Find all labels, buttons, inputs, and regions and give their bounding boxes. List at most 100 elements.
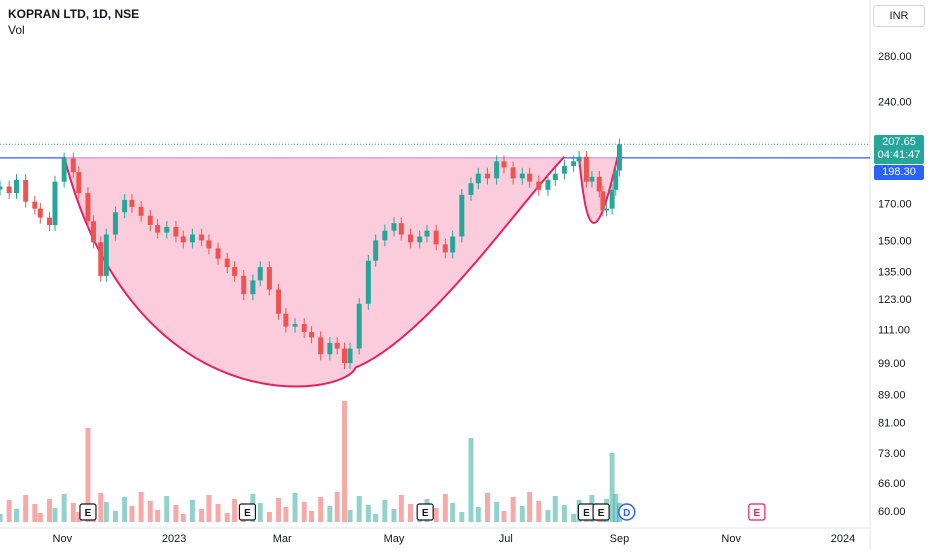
candle-body bbox=[85, 193, 91, 222]
volume-bar bbox=[224, 513, 230, 522]
candle-body bbox=[0, 186, 3, 190]
candle-body bbox=[189, 234, 195, 243]
candle-body bbox=[309, 331, 315, 338]
volume-bar bbox=[318, 497, 324, 522]
y-tick-label: 150.00 bbox=[878, 235, 912, 247]
symbol-title[interactable]: KOPRAN LTD, 1D, NSE bbox=[8, 7, 140, 21]
event-marker-label: D bbox=[623, 508, 630, 519]
volume-bar bbox=[450, 503, 456, 522]
candle-body bbox=[122, 199, 128, 213]
x-tick-label: Sep bbox=[610, 533, 630, 545]
y-tick-label: 170.00 bbox=[878, 198, 912, 210]
volume-bar bbox=[309, 511, 315, 522]
candle-body bbox=[600, 191, 606, 211]
volume-bar bbox=[342, 401, 348, 522]
candle-body bbox=[112, 212, 118, 235]
earnings-marker[interactable] bbox=[748, 503, 766, 521]
event-marker-label: E bbox=[422, 508, 429, 519]
bar-countdown-label: 04:41:47 bbox=[877, 149, 921, 161]
candle-body bbox=[433, 230, 439, 245]
candle-body bbox=[257, 267, 263, 281]
candle-body bbox=[334, 342, 340, 349]
y-tick-label: 135.00 bbox=[878, 266, 912, 278]
volume-bar bbox=[103, 502, 109, 522]
volume-bar bbox=[365, 505, 371, 522]
candle-body bbox=[138, 206, 144, 216]
y-tick-label: 66.00 bbox=[878, 478, 906, 490]
candle-body bbox=[450, 236, 456, 253]
candle-body bbox=[301, 324, 307, 332]
event-marker-label: E bbox=[754, 508, 761, 519]
volume-bar bbox=[85, 428, 91, 522]
candle-body bbox=[527, 173, 533, 182]
volume-bar bbox=[283, 507, 289, 522]
volume-indicator-label[interactable]: Vol bbox=[8, 23, 25, 37]
candle-body bbox=[23, 180, 29, 202]
y-tick-label: 73.00 bbox=[878, 448, 906, 460]
volume-bar bbox=[510, 497, 516, 522]
dividend-marker[interactable] bbox=[618, 503, 636, 521]
volume-bar bbox=[276, 498, 282, 522]
volume-bar bbox=[23, 495, 29, 522]
candle-body bbox=[459, 194, 465, 237]
event-marker-label: E bbox=[598, 508, 605, 519]
earnings-marker[interactable] bbox=[592, 503, 610, 521]
level-price-tag: 198.30 bbox=[874, 165, 924, 180]
volume-bar bbox=[292, 493, 298, 522]
candle-body bbox=[52, 181, 58, 226]
volume-bar bbox=[112, 511, 118, 522]
candle-body bbox=[494, 161, 500, 179]
earnings-marker[interactable] bbox=[416, 503, 434, 521]
volume-bar bbox=[398, 495, 404, 522]
volume-bar bbox=[613, 494, 619, 522]
y-tick-label: 240.00 bbox=[878, 97, 912, 109]
candle-body bbox=[147, 215, 153, 226]
candle-body bbox=[103, 234, 109, 276]
last-price-tag: 207.65 04:41:47 bbox=[874, 135, 924, 164]
volume-bar bbox=[173, 505, 179, 522]
last-price-label: 207.65 bbox=[882, 136, 916, 148]
volume-bar bbox=[180, 514, 186, 522]
y-tick-label: 99.00 bbox=[878, 358, 906, 370]
candle-body bbox=[232, 267, 238, 276]
currency-button[interactable]: INR bbox=[873, 5, 925, 27]
candle-body bbox=[382, 230, 388, 241]
event-marker-label: E bbox=[583, 508, 590, 519]
candle-body bbox=[365, 260, 371, 304]
volume-bar bbox=[484, 493, 490, 522]
x-tick-label: Nov bbox=[721, 533, 741, 545]
volume-bar bbox=[13, 509, 19, 522]
candle-body bbox=[604, 208, 610, 211]
volume-bar bbox=[37, 513, 43, 522]
volume-bar bbox=[468, 438, 474, 522]
volume-bar bbox=[32, 504, 38, 522]
volume-bar bbox=[52, 508, 58, 522]
volume-bar bbox=[164, 496, 170, 522]
volume-bar bbox=[347, 510, 353, 522]
volume-bar bbox=[76, 512, 82, 522]
volume-bar bbox=[561, 505, 567, 522]
earnings-marker[interactable] bbox=[79, 503, 97, 521]
volume-bar bbox=[501, 511, 507, 522]
x-tick-label: 2023 bbox=[162, 533, 186, 545]
candle-body bbox=[561, 165, 567, 174]
cup-outline bbox=[63, 156, 566, 388]
volume-bar bbox=[391, 509, 397, 522]
candle-body bbox=[37, 208, 43, 218]
y-tick-label: 123.00 bbox=[878, 294, 912, 306]
volume-bar bbox=[189, 500, 195, 522]
candle-body bbox=[424, 230, 430, 237]
candle-body bbox=[576, 156, 582, 162]
candle-body bbox=[342, 348, 348, 364]
candle-body bbox=[276, 289, 282, 314]
candle-body bbox=[164, 226, 170, 233]
volume-bar bbox=[536, 501, 542, 522]
y-tick-label: 111.00 bbox=[878, 324, 910, 336]
earnings-marker[interactable] bbox=[238, 503, 257, 521]
candle-body bbox=[373, 240, 379, 261]
candle-body bbox=[545, 180, 551, 190]
candle-body bbox=[571, 161, 577, 166]
candle-body bbox=[596, 176, 602, 192]
